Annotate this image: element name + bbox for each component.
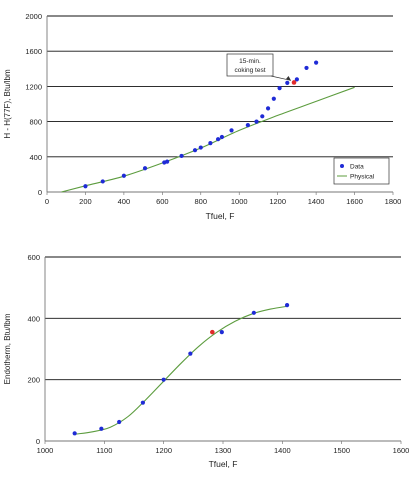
data-point [99, 426, 104, 431]
data-point [285, 80, 290, 85]
x-tick-label: 200 [79, 197, 92, 206]
y-tick-label: 400 [27, 314, 40, 323]
data-point [314, 60, 319, 65]
endotherm-chart: 0 200 400 600 1000 1100 1200 1300 1400 1500 1600 Tf… [3, 253, 409, 469]
data-point [165, 159, 170, 164]
annotation-box [226, 53, 274, 77]
data-point [265, 106, 271, 111]
data-point [219, 330, 224, 335]
x-axis-title: Tfuel, F [206, 211, 235, 221]
data-point [140, 400, 145, 405]
y-tick-label: 1200 [25, 82, 42, 91]
x-tick-label: 800 [195, 197, 208, 206]
x-tick-label: 1000 [37, 446, 54, 455]
x-tick-label: 1300 [215, 446, 232, 455]
x-tick-label: 1100 [96, 446, 112, 455]
annotation-arrowhead [286, 75, 292, 81]
x-tick-label: 1000 [231, 197, 248, 206]
y-tick-label: 1600 [25, 47, 42, 56]
y-tick-label: 800 [29, 118, 42, 127]
legend-data-marker [340, 164, 344, 168]
data-point [284, 303, 290, 308]
data-point [277, 86, 282, 91]
x-tick-label: 400 [118, 197, 131, 206]
annotation-text: coking test [234, 67, 265, 74]
data-point [117, 419, 122, 425]
annotation-text: 15-min. [239, 58, 261, 65]
y-tick-label: 2000 [25, 12, 42, 21]
data-point [179, 153, 184, 159]
data-point [188, 351, 193, 356]
series-line-physical [61, 86, 355, 193]
data-point [208, 141, 213, 146]
data-point [215, 137, 221, 142]
y-tick-label: 0 [36, 437, 40, 446]
highlight-point [291, 80, 297, 85]
y-tick-label: 600 [27, 253, 40, 262]
x-tick-label: 1400 [308, 197, 325, 206]
y-tick-label: 400 [29, 153, 42, 162]
legend-label-data: Data [350, 164, 364, 171]
series-line-physical [74, 305, 289, 435]
data-point [260, 114, 265, 119]
y-tick-label: 200 [27, 376, 40, 385]
x-tick-label: 0 [45, 197, 49, 206]
x-tick-label: 1200 [269, 197, 286, 206]
annotation-arrow [270, 75, 292, 81]
data-point [198, 145, 203, 150]
data-point [294, 77, 299, 82]
data-point [121, 173, 126, 178]
data-point [245, 123, 250, 128]
enthalpy-chart: 0 400 800 1200 1600 2000 0 200 400 600 800 1000 1200… [3, 12, 401, 221]
legend-label-physical: Physical [350, 174, 375, 181]
data-point [161, 377, 166, 382]
data-point [142, 166, 148, 171]
y-tick-label: 0 [38, 188, 42, 197]
data-point [219, 134, 225, 140]
data-point [254, 119, 259, 124]
highlight-point [210, 329, 215, 335]
data-point [229, 128, 234, 133]
data-point [100, 179, 105, 184]
x-tick-label: 1600 [393, 446, 410, 455]
legend-box [333, 157, 390, 185]
x-tick-label: 1200 [155, 446, 172, 455]
x-tick-label: 600 [156, 197, 169, 206]
x-tick-label: 1800 [385, 197, 402, 206]
x-tick-label: 1600 [346, 197, 363, 206]
y-axis-title: H - H(77F), Btu/lbm [3, 69, 12, 139]
data-point [83, 184, 88, 189]
data-point [72, 431, 77, 436]
y-axis-title: Endotherm, Btu/lbm [3, 313, 12, 384]
x-axis-title: Tfuel, F [209, 459, 238, 469]
data-point [271, 96, 276, 101]
data-point [251, 310, 256, 315]
data-point [304, 65, 309, 71]
data-point [192, 148, 198, 153]
x-tick-label: 1500 [333, 446, 350, 455]
x-tick-label: 1400 [274, 446, 291, 455]
